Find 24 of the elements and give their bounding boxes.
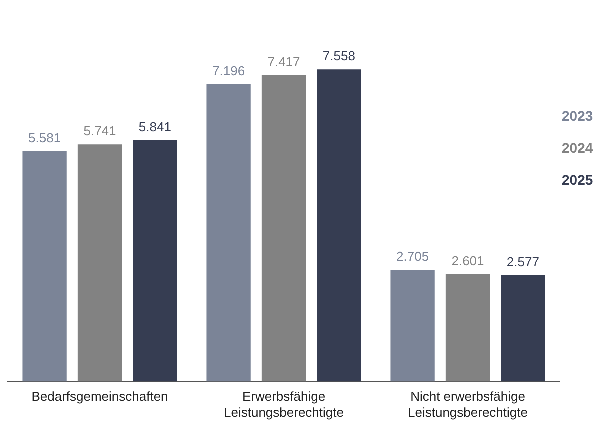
text: 2024	[562, 140, 594, 158]
x-tick-label: Erwerbsfähige Leistungsberechtigte	[224, 389, 344, 420]
bar	[78, 144, 122, 382]
data-label: 7.417	[268, 54, 300, 70]
bar	[390, 270, 435, 382]
data-label: 2.577	[506, 254, 540, 270]
x-tick-label: Bedarfsgemeinschaften	[32, 389, 168, 404]
x-tick-label: Nicht erwerbsfähige Leistungsberechtigte	[408, 389, 528, 420]
bar	[133, 140, 178, 382]
text: 2023	[562, 108, 594, 126]
data-label: 7.558	[322, 48, 356, 64]
data-label: 5.741	[84, 124, 116, 139]
bar	[446, 274, 490, 382]
bar	[22, 151, 67, 382]
bar	[501, 275, 546, 382]
data-label: 2.601	[452, 253, 484, 268]
bar	[206, 84, 251, 382]
data-label: 5.841	[138, 120, 172, 135]
data-label: 2.705	[396, 249, 430, 264]
bar	[262, 75, 306, 382]
bar	[317, 70, 362, 382]
data-label: 7.196	[212, 64, 246, 79]
text: 2025	[562, 172, 594, 190]
data-label: 5.581	[28, 130, 62, 146]
